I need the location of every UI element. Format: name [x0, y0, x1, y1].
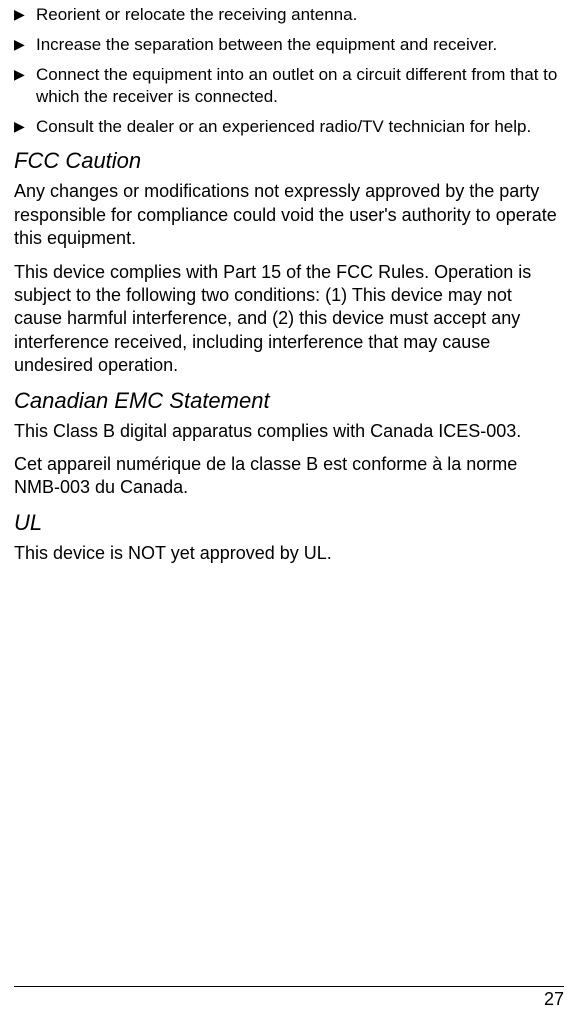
list-item: ▶ Reorient or relocate the receiving ant…	[14, 4, 564, 26]
page-content: ▶ Reorient or relocate the receiving ant…	[0, 0, 578, 565]
fcc-caution-paragraph-1: Any changes or modifications not express…	[14, 180, 564, 250]
bullet-marker-icon: ▶	[14, 116, 36, 135]
bullet-marker-icon: ▶	[14, 4, 36, 23]
bullet-text: Reorient or relocate the receiving anten…	[36, 4, 564, 26]
ul-heading: UL	[14, 510, 564, 536]
canadian-emc-paragraph-1: This Class B digital apparatus complies …	[14, 420, 564, 443]
bullet-text: Increase the separation between the equi…	[36, 34, 564, 56]
canadian-emc-heading: Canadian EMC Statement	[14, 388, 564, 414]
bullet-text: Consult the dealer or an experienced rad…	[36, 116, 564, 138]
fcc-caution-heading: FCC Caution	[14, 148, 564, 174]
page-footer: 27	[14, 986, 564, 1010]
fcc-caution-paragraph-2: This device complies with Part 15 of the…	[14, 261, 564, 378]
ul-paragraph-1: This device is NOT yet approved by UL.	[14, 542, 564, 565]
page-number: 27	[544, 989, 564, 1009]
list-item: ▶ Connect the equipment into an outlet o…	[14, 64, 564, 108]
list-item: ▶ Increase the separation between the eq…	[14, 34, 564, 56]
canadian-emc-paragraph-2: Cet appareil numérique de la classe B es…	[14, 453, 564, 500]
bullet-text: Connect the equipment into an outlet on …	[36, 64, 564, 108]
bullet-marker-icon: ▶	[14, 34, 36, 53]
bullet-marker-icon: ▶	[14, 64, 36, 83]
interference-bullet-list: ▶ Reorient or relocate the receiving ant…	[14, 4, 564, 138]
list-item: ▶ Consult the dealer or an experienced r…	[14, 116, 564, 138]
